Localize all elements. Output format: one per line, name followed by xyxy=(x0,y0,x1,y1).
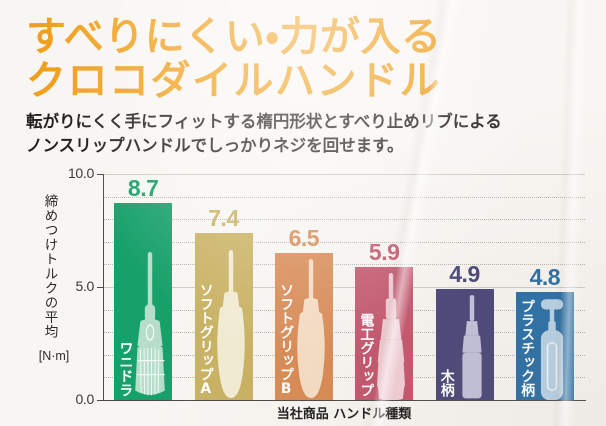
bar-value-label: 6.5 xyxy=(288,225,320,252)
bar-value-label: 4.9 xyxy=(449,261,480,288)
screwdriver-graphic xyxy=(374,272,408,400)
screwdriver-silhouette xyxy=(461,295,482,399)
bar[interactable]: ソフトグリップA xyxy=(194,232,253,400)
bar-value-label: 5.9 xyxy=(368,238,400,265)
screwdriver-graphic xyxy=(535,298,569,400)
bar-value-label: 8.7 xyxy=(127,175,159,202)
torque-bar-chart: 締めつけトルクの平均 [N·m] 10.0 5.0 0.0 ワニドラ 8.7 ソフトグ… xyxy=(0,160,606,426)
screwdriver-silhouette xyxy=(135,251,166,396)
header-banner: すべりにくい・力が入る クロコダイルハンドル 転がりにくく手にフィットする楕円形… xyxy=(0,0,606,160)
y-tick-label: 5.0 xyxy=(75,278,94,294)
bar[interactable]: 電工グリップ xyxy=(355,266,414,400)
bar-category-label: ソフトグリップA xyxy=(197,283,214,397)
y-tick-label: 0.0 xyxy=(75,391,94,407)
bar-group: プラスチック柄 4.8 xyxy=(515,264,574,400)
headline-line-2: クロコダイルハンドル xyxy=(26,58,441,104)
y-axis-units: [N·m] xyxy=(38,349,70,363)
x-axis-title: 当社商品 ハンドル種類 xyxy=(276,407,412,422)
bar-group: ワニドラ 8.7 xyxy=(114,175,173,400)
subtitle-line-2: ノンスリップハンドルでしっかりネジを回せます。 xyxy=(26,136,404,155)
screwdriver-silhouette xyxy=(377,272,406,400)
screwdriver-graphic xyxy=(455,295,489,400)
bar-category-label: プラスチック柄 xyxy=(519,299,536,397)
bar-group: 木柄 4.9 xyxy=(435,261,494,400)
bar[interactable]: ワニドラ xyxy=(114,203,173,400)
bar-value-label: 4.8 xyxy=(529,263,561,290)
plot-area: ワニドラ 8.7 ソフトグリップA 7.4 ソフトグリップB 6.5 電工グリップ xyxy=(103,174,585,400)
y-tick-label: 10.0 xyxy=(67,165,94,181)
screwdriver-silhouette xyxy=(540,298,563,400)
x-axis-line xyxy=(103,400,586,401)
bar-category-label: 木柄 xyxy=(438,369,455,397)
screwdriver-graphic xyxy=(133,250,167,400)
bar-category-label: 電工グリップ xyxy=(358,313,375,397)
y-tick-mark xyxy=(97,400,103,401)
bar[interactable]: プラスチック柄 xyxy=(515,291,574,400)
bar-group: 電工グリップ 5.9 xyxy=(355,239,414,400)
screwdriver-silhouette xyxy=(297,259,325,399)
bar-category-label: ソフトグリップB xyxy=(278,283,295,397)
y-axis-title: 締めつけトルクの平均 xyxy=(41,194,58,339)
bar[interactable]: 木柄 xyxy=(435,289,494,400)
bar[interactable]: ソフトグリップB xyxy=(274,253,333,400)
subtitle-line-1: 転がりにくく手にフィットする楕円形状とすべり止めリブによる xyxy=(26,112,502,131)
bar-group: ソフトグリップB 6.5 xyxy=(274,225,333,400)
bar-group: ソフトグリップA 7.4 xyxy=(194,205,253,400)
bar-category-label: ワニドラ xyxy=(117,341,134,397)
screwdriver-graphic xyxy=(214,250,248,400)
screwdriver-silhouette xyxy=(216,250,245,399)
bar-value-label: 7.4 xyxy=(208,204,239,231)
screwdriver-graphic xyxy=(294,259,328,400)
